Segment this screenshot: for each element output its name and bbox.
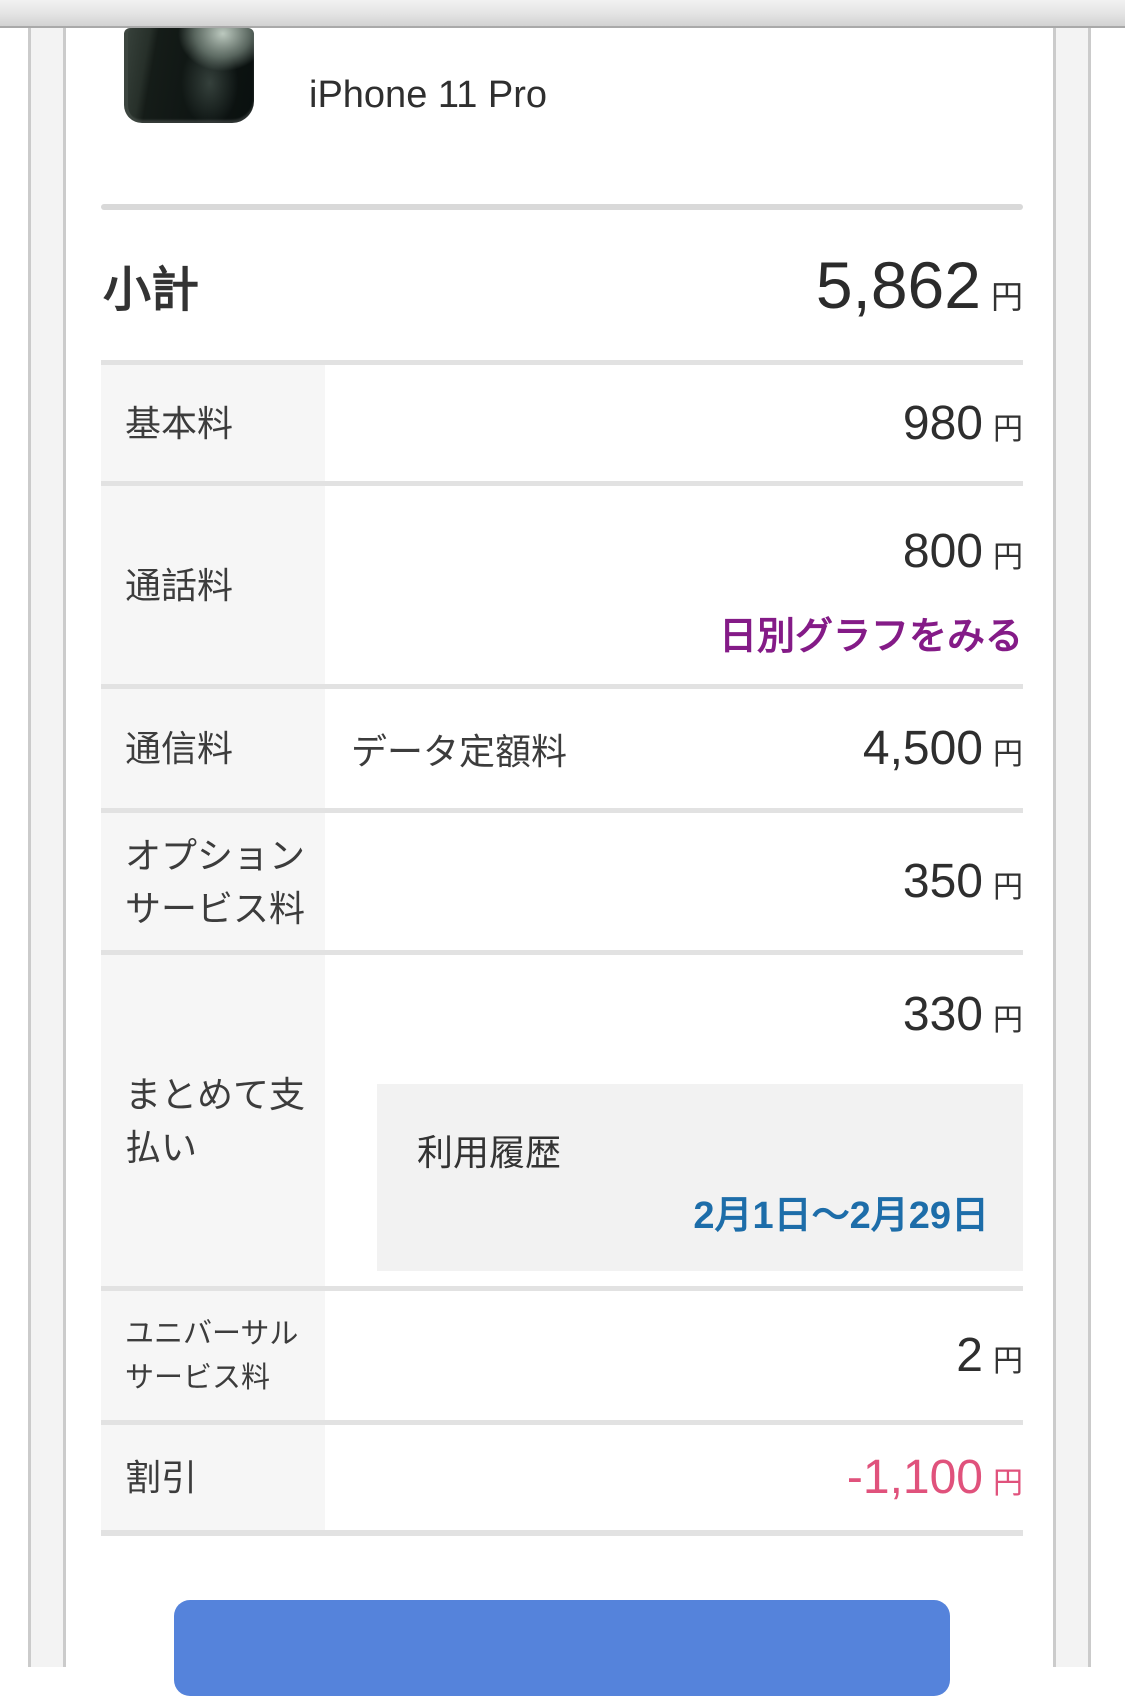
primary-action-button[interactable] [174,1600,950,1696]
fee-value: 980 円 [903,396,1023,451]
fee-amount: 980 [903,396,983,451]
fee-amount: 4,500 [863,721,983,776]
yen-unit: 円 [993,404,1023,448]
fee-value: 2 円 [956,1328,1023,1383]
row-value-cell: 350 円 [331,813,1023,950]
usage-history-label: 利用履歴 [417,1124,989,1176]
row-value-cell: -1,100 円 [331,1425,1023,1530]
subtotal-amount: 5,862 [816,247,981,323]
fee-value: 4,500 円 [863,721,1023,776]
row-value-cell: 800 円 日別グラフをみる [331,486,1023,684]
left-gutter [28,28,66,1667]
fee-value: 800 円 [903,524,1023,579]
yen-unit: 円 [993,729,1023,773]
fee-table: 基本料 980 円 通話料 800 円 日別グラフをみる 通信料 データ定額料 [101,360,1023,1536]
fee-value: 350 円 [903,854,1023,909]
table-row-universal-service-fee: ユニバーサルサービス料 2 円 [101,1286,1023,1420]
bill-detail-card: iPhone 11 Pro 小計 5,862 円 基本料 980 円 通話料 8… [72,28,1053,1696]
fee-amount: 350 [903,854,983,909]
device-header: iPhone 11 Pro [101,28,1023,204]
table-row-basic-fee: 基本料 980 円 [101,360,1023,481]
daily-graph-link[interactable]: 日別グラフをみる [719,605,1023,660]
row-label: 通話料 [101,486,331,684]
row-label: 割引 [101,1425,331,1530]
row-label: 通信料 [101,689,331,808]
table-row-discount: 割引 -1,100 円 [101,1420,1023,1530]
yen-unit: 円 [993,1458,1023,1502]
usage-period-link[interactable]: 2月1日〜2月29日 [693,1184,989,1239]
right-gutter [1053,28,1091,1667]
device-name: iPhone 11 Pro [309,28,547,117]
fee-amount: 2 [956,1328,983,1383]
fee-amount: 330 [903,987,983,1042]
fee-amount: 800 [903,524,983,579]
subtotal-value: 5,862 円 [816,247,1023,323]
table-row-option-fee: オプションサービス料 350 円 [101,808,1023,950]
row-value-cell: 330 円 利用履歴 2月1日〜2月29日 [331,955,1023,1286]
subtotal-yen-unit: 円 [991,272,1023,318]
subtotal-row: 小計 5,862 円 [101,210,1023,360]
row-value-cell: 2 円 [331,1291,1023,1420]
row-label: ユニバーサルサービス料 [101,1291,331,1420]
fee-value: 330 円 [903,987,1023,1042]
table-row-call-fee: 通話料 800 円 日別グラフをみる [101,481,1023,684]
yen-unit: 円 [993,1336,1023,1380]
yen-unit: 円 [993,995,1023,1039]
table-row-combined-payment: まとめて支払い 330 円 利用履歴 2月1日〜2月29日 [101,950,1023,1286]
iphone-thumbnail-image [124,28,254,123]
row-value-cell: データ定額料 4,500 円 [331,689,1023,808]
yen-unit: 円 [993,862,1023,906]
yen-unit: 円 [993,532,1023,576]
fee-sublabel: データ定額料 [351,723,567,775]
row-label: 基本料 [101,365,331,481]
row-label: オプションサービス料 [101,813,331,950]
header-shadow [0,0,1125,28]
discount-amount: -1,100 [847,1450,983,1505]
table-row-data-fee: 通信料 データ定額料 4,500 円 [101,684,1023,808]
row-label: まとめて支払い [101,955,331,1286]
discount-value: -1,100 円 [847,1450,1023,1505]
row-value-cell: 980 円 [331,365,1023,481]
usage-history-box: 利用履歴 2月1日〜2月29日 [377,1084,1023,1271]
subtotal-label: 小計 [103,250,199,320]
